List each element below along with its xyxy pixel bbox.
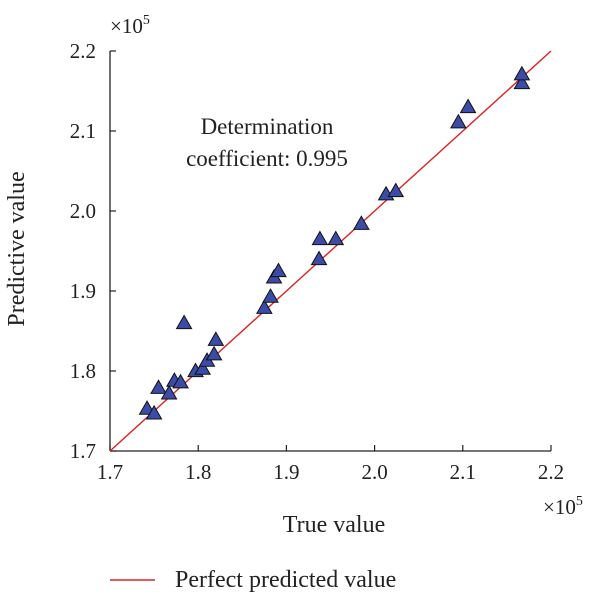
data-point-triangle xyxy=(175,314,193,330)
data-point-triangle xyxy=(145,404,163,420)
data-point-triangle xyxy=(459,98,477,114)
data-point-triangle xyxy=(150,379,167,394)
data-point-triangle xyxy=(387,182,405,198)
data-point-triangle xyxy=(450,113,467,129)
annotation-line-2: coefficient: 0.995 xyxy=(186,146,348,171)
data-point-triangle xyxy=(262,288,279,303)
reference-line-group xyxy=(109,50,552,452)
y-tick-label: 2.1 xyxy=(70,119,96,143)
annotation-line-1: Determination xyxy=(201,114,334,139)
data-point-triangle xyxy=(310,250,328,266)
data-point-triangle xyxy=(194,360,211,375)
x-tick-label: 2.0 xyxy=(361,460,387,484)
data-point-triangle xyxy=(311,230,329,246)
y-axis-title: Predictive value xyxy=(4,171,30,326)
data-point-triangle xyxy=(270,262,287,278)
perfect-prediction-line xyxy=(109,50,552,452)
legend-label: Perfect predicted value xyxy=(175,567,396,593)
x-axis-title: True value xyxy=(283,512,385,538)
data-point-triangle xyxy=(172,373,189,389)
tick-labels: 1.7 1.8 1.9 2.0 2.1 2.2 1.7 1.8 1.9 2.0 2.1 2.2 xyxy=(70,39,564,484)
y-tick-label: 1.9 xyxy=(70,279,96,303)
data-point-triangle xyxy=(513,65,531,81)
data-point-triangle xyxy=(255,299,273,314)
data-point-triangle xyxy=(207,331,225,346)
x-tick-label: 1.9 xyxy=(273,460,299,484)
y-tick-label: 1.8 xyxy=(70,359,96,383)
data-points xyxy=(138,65,531,420)
axes xyxy=(109,50,552,452)
y-axis-multiplier: ×105 xyxy=(110,13,150,38)
x-tick-label: 1.8 xyxy=(185,460,211,484)
legend: Perfect predicted value xyxy=(110,567,396,593)
data-point-triangle xyxy=(205,345,223,361)
x-tick-label: 2.2 xyxy=(538,460,564,484)
x-tick-label: 2.1 xyxy=(450,460,476,484)
y-tick-label: 2.2 xyxy=(70,39,96,63)
y-tick-label: 1.7 xyxy=(70,439,96,463)
data-point-triangle xyxy=(160,384,178,400)
x-tick-label: 1.7 xyxy=(97,460,123,484)
x-axis-multiplier: ×105 xyxy=(543,494,583,519)
data-point-triangle xyxy=(513,74,531,90)
data-point-triangle xyxy=(327,230,345,246)
data-point-triangle xyxy=(353,215,370,230)
y-tick-label: 2.0 xyxy=(70,199,96,223)
